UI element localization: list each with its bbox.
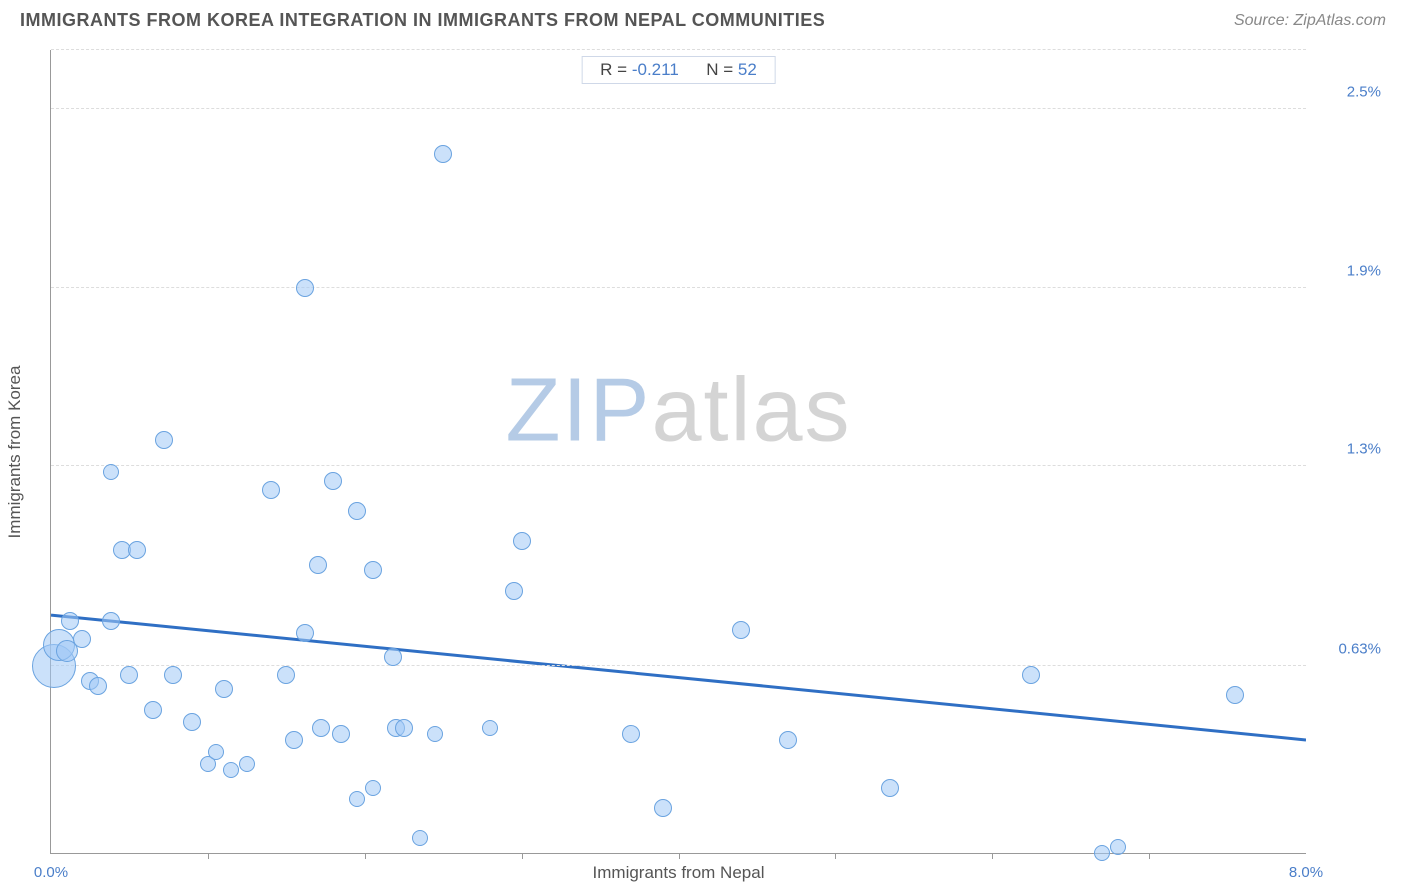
scatter-point — [364, 561, 382, 579]
scatter-point — [622, 725, 640, 743]
scatter-point — [881, 779, 899, 797]
stats-r-label: R = — [600, 60, 627, 79]
scatter-point — [332, 725, 350, 743]
watermark-part-a: ZIP — [505, 361, 651, 461]
scatter-point — [89, 677, 107, 695]
x-tick — [1149, 853, 1150, 859]
scatter-point — [1110, 839, 1126, 855]
y-tick-label: 0.63% — [1316, 640, 1381, 657]
scatter-point — [262, 481, 280, 499]
scatter-point — [427, 726, 443, 742]
scatter-point — [61, 612, 79, 630]
scatter-point — [208, 744, 224, 760]
scatter-point — [434, 145, 452, 163]
scatter-point — [505, 582, 523, 600]
scatter-point — [103, 464, 119, 480]
scatter-point — [412, 830, 428, 846]
stats-n-value: 52 — [738, 60, 757, 79]
scatter-point — [732, 621, 750, 639]
scatter-point — [239, 756, 255, 772]
scatter-point — [223, 762, 239, 778]
chart-title: IMMIGRANTS FROM KOREA INTEGRATION IN IMM… — [20, 10, 825, 31]
watermark: ZIPatlas — [505, 360, 851, 463]
scatter-point — [285, 731, 303, 749]
scatter-point — [309, 556, 327, 574]
gridline-h — [51, 665, 1306, 666]
scatter-point — [395, 719, 413, 737]
x-tick — [208, 853, 209, 859]
x-tick — [992, 853, 993, 859]
scatter-point — [296, 624, 314, 642]
scatter-point — [277, 666, 295, 684]
plot-area: ZIPatlas R = -0.211 N = 52 Immigrants fr… — [50, 50, 1306, 854]
scatter-point — [482, 720, 498, 736]
scatter-point — [1226, 686, 1244, 704]
scatter-point — [654, 799, 672, 817]
x-tick — [835, 853, 836, 859]
x-axis-label: Immigrants from Nepal — [593, 863, 765, 883]
y-tick-label: 1.3% — [1316, 441, 1381, 458]
gridline-h — [51, 287, 1306, 288]
chart-header: IMMIGRANTS FROM KOREA INTEGRATION IN IMM… — [0, 0, 1406, 36]
scatter-point — [365, 780, 381, 796]
scatter-point — [324, 472, 342, 490]
scatter-point — [348, 502, 366, 520]
stats-box: R = -0.211 N = 52 — [581, 56, 776, 84]
scatter-point — [164, 666, 182, 684]
scatter-point — [144, 701, 162, 719]
scatter-point — [155, 431, 173, 449]
x-tick-label-min: 0.0% — [34, 864, 68, 881]
scatter-point — [183, 713, 201, 731]
scatter-point — [128, 541, 146, 559]
x-tick — [522, 853, 523, 859]
scatter-point — [102, 612, 120, 630]
y-tick-label: 2.5% — [1316, 84, 1381, 101]
watermark-part-b: atlas — [651, 361, 851, 461]
scatter-point — [513, 532, 531, 550]
gridline-h — [51, 108, 1306, 109]
gridline-h — [51, 49, 1306, 50]
stats-r-value: -0.211 — [632, 60, 679, 79]
scatter-point — [384, 648, 402, 666]
scatter-point — [215, 680, 233, 698]
trend-line — [51, 50, 1306, 853]
scatter-point — [1022, 666, 1040, 684]
x-tick — [679, 853, 680, 859]
scatter-point — [73, 630, 91, 648]
y-tick-label: 1.9% — [1316, 262, 1381, 279]
chart-container: Immigrants from Korea ZIPatlas R = -0.21… — [50, 50, 1386, 854]
stats-n-label: N = — [706, 60, 733, 79]
scatter-point — [779, 731, 797, 749]
x-tick-label-max: 8.0% — [1289, 864, 1323, 881]
gridline-h — [51, 465, 1306, 466]
scatter-point — [349, 791, 365, 807]
y-axis-label: Immigrants from Korea — [5, 366, 25, 539]
scatter-point — [312, 719, 330, 737]
scatter-point — [120, 666, 138, 684]
chart-source: Source: ZipAtlas.com — [1234, 12, 1386, 30]
x-tick — [365, 853, 366, 859]
scatter-point — [1094, 845, 1110, 861]
scatter-point — [296, 279, 314, 297]
